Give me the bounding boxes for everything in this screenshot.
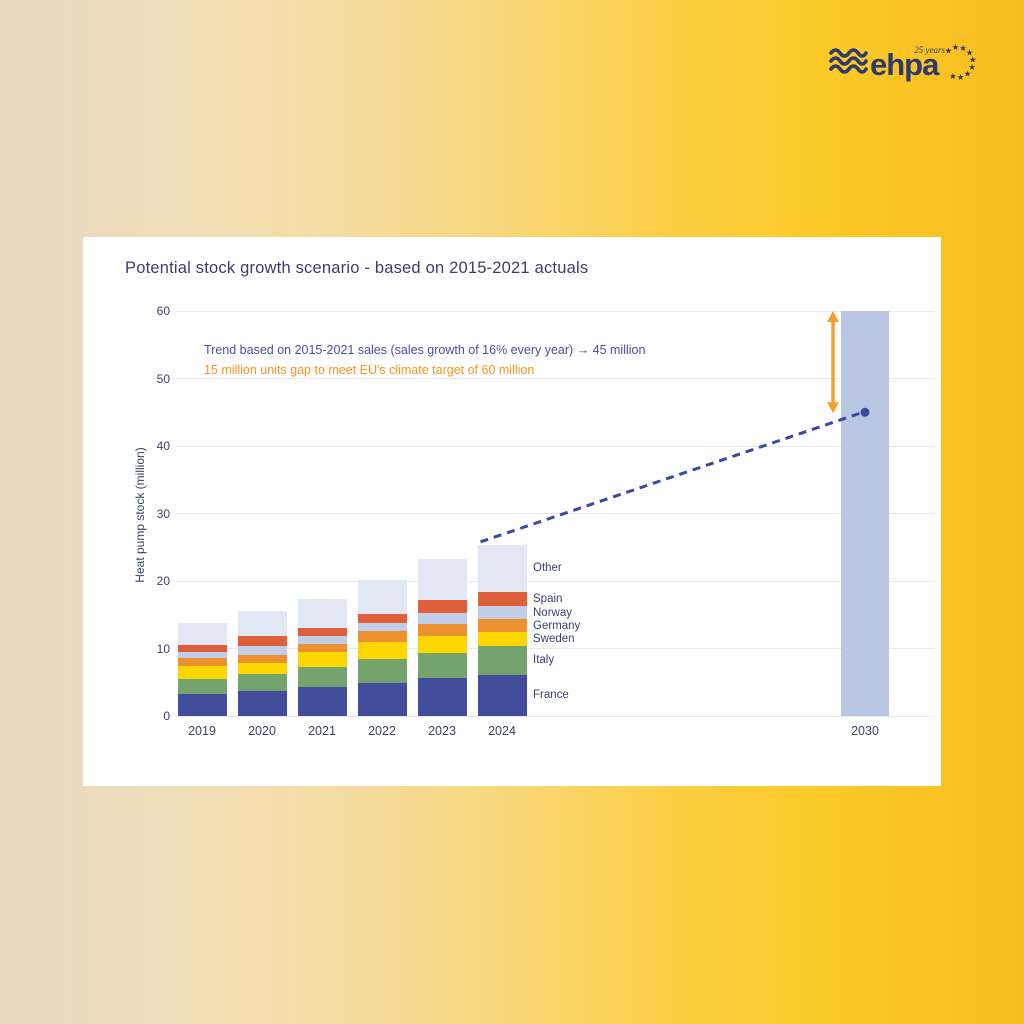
- bar-segment-norway-2023: [417, 612, 467, 625]
- bar-segment-france-2020: [237, 691, 287, 716]
- y-tick-label-60: 60: [156, 304, 170, 318]
- bar-segment-germany-2024: [477, 619, 527, 632]
- svg-text:★: ★: [959, 43, 967, 53]
- bar-segment-germany-2019: [177, 657, 227, 667]
- bar-segment-other-2022: [357, 579, 407, 615]
- gridline-10: [175, 648, 935, 649]
- x-axis-label-2023: 2023: [428, 724, 456, 738]
- bar-segment-france-2022: [357, 682, 407, 716]
- bar-segment-germany-2023: [417, 624, 467, 636]
- legend-label-spain: Spain: [533, 592, 563, 605]
- gridline-0: [175, 716, 935, 717]
- y-tick-label-20: 20: [156, 574, 170, 588]
- gridline-50: [175, 378, 935, 379]
- bar-segment-sweden-2024: [477, 631, 527, 646]
- y-tick-label-40: 40: [156, 439, 170, 453]
- y-tick-label-50: 50: [156, 371, 170, 386]
- euro-stars-icon: ★ ★ ★ ★ ★ ★ ★ ★ ★: [945, 42, 977, 82]
- bar-segment-sweden-2023: [417, 635, 467, 653]
- gridline-60: [175, 311, 935, 312]
- svg-text:★: ★: [945, 46, 953, 56]
- gridline-30: [175, 513, 935, 514]
- trend-annotation: Trend based on 2015-2021 sales (sales gr…: [204, 343, 646, 357]
- bar-segment-spain-2020: [237, 636, 287, 647]
- legend-label-germany: Germany: [533, 619, 581, 632]
- legend-label-norway: Norway: [533, 606, 572, 619]
- svg-text:★: ★: [957, 72, 965, 82]
- x-axis-label-2022: 2022: [368, 724, 396, 738]
- bar-segment-sweden-2022: [357, 641, 407, 659]
- bar-segment-sweden-2020: [237, 663, 287, 675]
- waves-icon: [829, 48, 868, 74]
- svg-text:★: ★: [968, 62, 976, 72]
- bar-segment-germany-2022: [357, 630, 407, 642]
- bar-segment-spain-2023: [417, 599, 467, 613]
- bar-segment-france-2019: [177, 694, 227, 716]
- bar-segment-norway-2022: [357, 622, 407, 631]
- x-axis-label-2030: 2030: [851, 724, 879, 738]
- bar-segment-italy-2021: [297, 667, 347, 687]
- bar-segment-france-2021: [297, 686, 347, 716]
- bar-segment-france-2024: [477, 674, 527, 716]
- y-tick-label-0: 0: [163, 709, 170, 723]
- bar-segment-france-2023: [417, 677, 467, 716]
- bar-segment-spain-2019: [177, 645, 227, 652]
- bar-segment-other-2021: [297, 598, 347, 628]
- gridline-20: [175, 581, 935, 582]
- x-axis-label-2020: 2020: [248, 724, 276, 738]
- bar-segment-other-2023: [417, 559, 467, 600]
- x-axis-label-2021: 2021: [308, 724, 336, 738]
- bar-segment-other-2024: [477, 544, 527, 592]
- bar-segment-spain-2022: [357, 614, 407, 623]
- chart-title: Potential stock growth scenario - based …: [125, 259, 589, 277]
- bar-segment-sweden-2021: [297, 651, 347, 668]
- bar-segment-norway-2021: [297, 636, 347, 645]
- logo-wordmark: ehpa: [870, 47, 940, 82]
- bar-segment-italy-2020: [237, 674, 287, 692]
- svg-text:★: ★: [966, 47, 974, 57]
- bar-segment-italy-2024: [477, 645, 527, 675]
- bar-segment-norway-2020: [237, 646, 287, 655]
- bar-segment-italy-2019: [177, 678, 227, 695]
- bar-segment-norway-2019: [177, 651, 227, 658]
- bar-segment-italy-2023: [417, 652, 467, 678]
- x-axis-label-2024: 2024: [488, 724, 516, 738]
- chart-card: Potential stock growth scenario - based …: [83, 237, 941, 786]
- bar-segment-germany-2020: [237, 654, 287, 664]
- x-axis-label-2019: 2019: [188, 724, 216, 738]
- bar-segment-germany-2021: [297, 644, 347, 652]
- svg-text:★: ★: [969, 54, 977, 64]
- legend-label-france: France: [533, 689, 569, 702]
- chart-annotations: Trend based on 2015-2021 sales (sales gr…: [204, 340, 645, 380]
- bar-segment-italy-2022: [357, 658, 407, 683]
- bar-segment-sweden-2019: [177, 666, 227, 679]
- logo-anniversary: 25 years: [914, 45, 945, 55]
- legend-label-sweden: Sweden: [533, 632, 575, 645]
- legend-label-italy: Italy: [533, 654, 555, 667]
- legend-label-other: Other: [533, 562, 562, 575]
- ehpa-logo: ehpa 25 years ★ ★ ★ ★ ★ ★ ★ ★ ★: [829, 42, 977, 82]
- y-tick-label-10: 10: [156, 641, 170, 656]
- target-bar-2030: [841, 311, 889, 716]
- svg-text:★: ★: [949, 71, 957, 81]
- bar-segment-other-2019: [177, 622, 227, 646]
- svg-text:★: ★: [952, 42, 960, 52]
- bar-segment-spain-2024: [477, 591, 527, 606]
- y-tick-label-30: 30: [156, 506, 170, 521]
- svg-text:★: ★: [964, 69, 972, 79]
- bar-segment-norway-2024: [477, 605, 527, 620]
- bar-segment-other-2020: [237, 611, 287, 637]
- bar-segment-spain-2021: [297, 627, 347, 637]
- gridline-40: [175, 446, 935, 447]
- gap-annotation: 15 million units gap to meet EU's climat…: [204, 363, 535, 377]
- stacked-bar-chart: 0 10 20 30 40 50 60 2019 2020 2021 2022 2023 2024 Fra…: [83, 237, 941, 786]
